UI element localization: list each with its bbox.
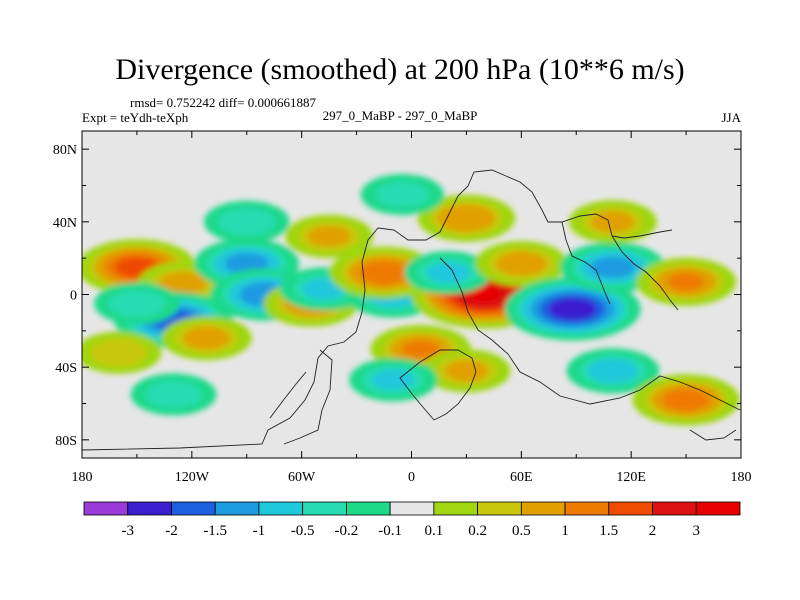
colorbar-label: 3	[693, 523, 701, 539]
contour-field	[82, 174, 740, 426]
lon-tick-label: 120E	[616, 470, 646, 485]
colorbar-label: 0.2	[468, 523, 487, 539]
lat-tick-label: 80N	[53, 143, 77, 158]
contour-blob	[130, 373, 217, 416]
colorbar-swatch	[389, 501, 435, 516]
contour-ring	[437, 204, 495, 232]
contour-blob	[422, 349, 511, 393]
contour-blob	[417, 194, 516, 242]
contour-blob	[632, 374, 740, 426]
contour-ring	[183, 326, 230, 350]
lon-tick-label: 60E	[510, 470, 533, 485]
colorbar-swatch	[258, 501, 304, 516]
colorbar-label: 1	[561, 523, 569, 539]
colorbar-swatch	[608, 501, 653, 516]
contour-blob	[161, 316, 252, 361]
colorbar-swatch	[652, 501, 697, 516]
colorbar-swatch	[433, 501, 479, 516]
contour-ring	[159, 272, 207, 295]
colorbar-swatch	[695, 501, 741, 516]
contour-blob	[404, 251, 493, 295]
colorbar-swatch	[127, 501, 172, 516]
colorbar-label: 0.5	[512, 523, 531, 539]
contour-ring	[358, 260, 410, 285]
cases-label: 297_0_MaBP - 297_0_MaBP	[322, 108, 478, 123]
colorbar-label: -2	[165, 523, 178, 539]
colorbar-label: -0.1	[378, 523, 402, 539]
colorbar-label: -1	[253, 523, 266, 539]
colorbar-label: 2	[649, 523, 657, 539]
season-label: JJA	[721, 110, 741, 125]
colorbar-swatch	[564, 501, 610, 516]
contour-ring	[371, 369, 415, 391]
lon-tick-label: 180	[72, 470, 93, 485]
lon-tick-label: 120W	[175, 470, 210, 485]
contour-blob	[203, 200, 290, 243]
contour-ring	[307, 225, 351, 247]
plot-title: Divergence (smoothed) at 200 hPa (10**6 …	[115, 53, 685, 86]
contour-blob	[329, 246, 439, 299]
contour-blob	[474, 241, 568, 287]
contour-ring	[444, 360, 488, 382]
colorbar-swatch	[520, 501, 566, 516]
contour-blob	[636, 257, 737, 306]
contour-ring	[144, 380, 203, 409]
lat-tick-label: 40N	[53, 216, 77, 231]
contour-ring	[426, 262, 470, 284]
lat-tick-label: 40S	[55, 361, 77, 376]
contour-blob	[82, 331, 162, 374]
stats-label: rmsd= 0.752242 diff= 0.000661887	[130, 95, 316, 110]
coastlines	[82, 169, 741, 451]
contour-blob	[566, 348, 660, 394]
contour-ring	[667, 273, 705, 291]
colorbar-label: -0.5	[291, 523, 315, 539]
colorbar-label: -0.2	[335, 523, 359, 539]
contour-ring	[302, 278, 346, 300]
colorbar-swatch	[302, 501, 347, 516]
lon-tick-label: 60W	[288, 470, 316, 485]
colorbar-label: -1.5	[203, 523, 227, 539]
lon-tick-label: 180	[731, 470, 752, 485]
contour-ring	[548, 297, 597, 321]
contour-ring	[590, 256, 635, 278]
contour-ring	[218, 207, 276, 236]
contour-ring	[662, 388, 710, 412]
contour-blob	[94, 282, 180, 325]
colorbar-swatch	[83, 501, 129, 516]
colorbar-label: 1.5	[599, 523, 618, 539]
colorbar: -3 -2 -1.5 -1 -0.5 -0.2 -0.1 0.1 0.2 0.5 1 1.5 2 3	[83, 501, 741, 539]
lon-tick-label: 0	[408, 470, 415, 485]
axes: 80N 40N 0 40S 80S 180 120W 60W 0 60E 120E 180	[53, 131, 752, 485]
colorbar-swatch	[345, 501, 391, 516]
colorbar-label: -3	[121, 523, 134, 539]
contour-blob	[285, 214, 374, 258]
contour-ring	[108, 289, 166, 318]
contour-blob	[349, 358, 438, 402]
contour-blob	[504, 277, 641, 341]
contour-ring	[375, 181, 430, 208]
contour-ring	[89, 338, 148, 367]
contour-ring	[402, 340, 439, 358]
lat-tick-label: 0	[70, 289, 77, 304]
contour-ring	[496, 251, 547, 276]
colorbar-swatch	[214, 501, 260, 516]
contour-ring	[470, 287, 500, 302]
experiment-label: Expt = teYdh-teXph	[82, 110, 189, 125]
contour-ring	[587, 358, 639, 383]
colorbar-label: 0.1	[424, 523, 443, 539]
lat-tick-label: 80S	[55, 434, 77, 449]
colorbar-swatch	[477, 501, 522, 516]
colorbar-swatch	[171, 501, 216, 516]
contour-blob	[360, 174, 444, 216]
